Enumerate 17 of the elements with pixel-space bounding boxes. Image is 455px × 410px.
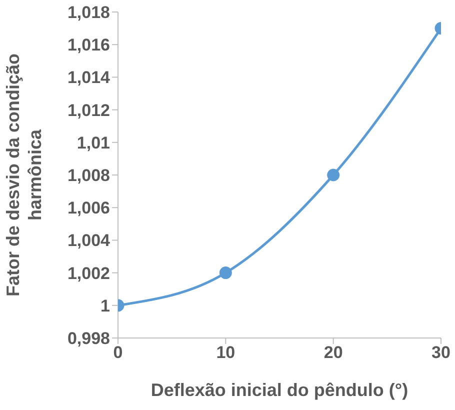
y-tick-label: 1	[100, 296, 110, 316]
x-tick-label: 20	[324, 343, 343, 362]
x-tick-label: 0	[113, 343, 123, 362]
x-axis-title: Deflexão inicial do pêndulo (°)	[150, 380, 408, 400]
x-tick-label: 10	[216, 343, 236, 362]
y-tick-label: 1,004	[67, 231, 111, 250]
y-tick-label: 1,006	[67, 198, 110, 218]
x-tick-label: 30	[432, 343, 450, 362]
y-tick-label: 0,998	[67, 329, 110, 348]
y-tick-label: 1,002	[67, 264, 110, 283]
y-tick-label: 1,014	[67, 68, 111, 88]
y-tick-label: 1,016	[67, 36, 110, 55]
y-tick-label: 1,01	[76, 133, 110, 152]
y-tick-label: 1,018	[67, 3, 110, 22]
y-tick-label: 1,012	[67, 100, 110, 120]
y-tick-label: 1,008	[67, 166, 110, 186]
y-axis-title: Fator de desvio da condição harmônica	[3, 53, 45, 297]
